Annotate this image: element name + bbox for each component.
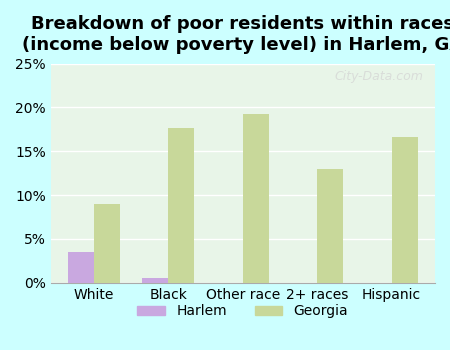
Text: City-Data.com: City-Data.com [335, 70, 423, 83]
Bar [168, 128, 194, 283]
Bar [68, 252, 94, 283]
Legend: Harlem, Georgia: Harlem, Georgia [132, 299, 354, 324]
Bar [94, 204, 120, 283]
Title: Breakdown of poor residents within races
(income below poverty level) in Harlem,: Breakdown of poor residents within races… [22, 15, 450, 54]
Bar [317, 169, 343, 283]
Bar [143, 278, 168, 283]
Bar [392, 137, 418, 283]
Bar [243, 114, 269, 283]
